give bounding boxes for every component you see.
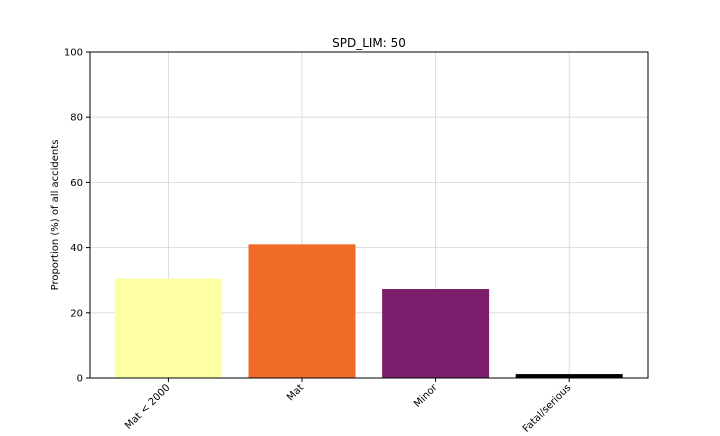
x-tick-label: Mat < 2000 — [123, 382, 172, 431]
bar-mat-2000 — [114, 278, 222, 378]
y-tick-label: 0 — [77, 374, 83, 385]
x-tick-label: Fatal/serious — [521, 382, 573, 432]
y-axis-label: Proportion (%) of all accidents — [50, 140, 61, 291]
x-axis: Mat < 2000 Mat Minor Fatal/serious — [123, 378, 573, 435]
y-tick-label: 60 — [70, 178, 83, 189]
bar-fatal-serious — [515, 374, 623, 378]
bars — [114, 244, 623, 378]
bar-mat — [248, 244, 356, 378]
y-axis: 0 20 40 60 80 100 — [64, 48, 90, 385]
y-tick-label: 40 — [70, 243, 83, 254]
x-tick-label: Mat — [285, 382, 306, 403]
y-tick-label: 100 — [64, 48, 83, 59]
axes-frame — [89, 51, 649, 379]
bar-minor — [382, 289, 490, 378]
x-tick-label: Minor — [412, 382, 440, 410]
y-tick-label: 80 — [70, 113, 83, 124]
chart-title: SPD_LIM: 50 — [332, 36, 406, 50]
y-tick-label: 20 — [70, 308, 83, 319]
